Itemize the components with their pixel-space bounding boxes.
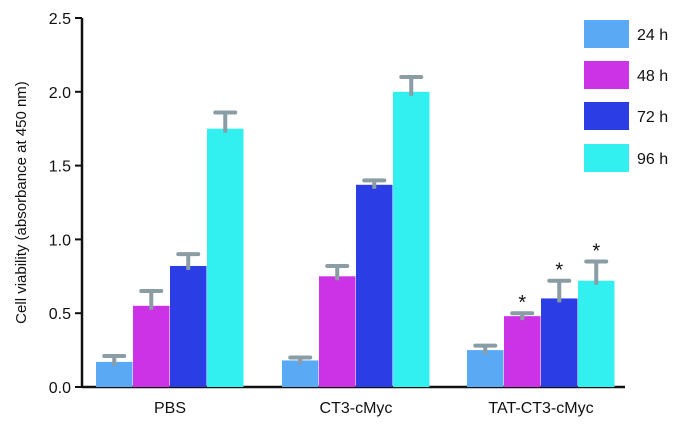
legend-label: 24 h xyxy=(637,27,668,44)
x-axis-ticks: PBS CT3-cMyc TAT-CT3-cMyc xyxy=(154,400,594,417)
bar xyxy=(170,265,207,387)
y-tick-label: 0.0 xyxy=(49,380,71,397)
bar xyxy=(578,280,615,387)
x-category-label: CT3-cMyc xyxy=(320,400,393,417)
legend-swatch xyxy=(584,20,629,48)
bar xyxy=(96,361,133,387)
y-tick-label: 2.5 xyxy=(49,11,71,28)
bar xyxy=(356,184,393,387)
legend-swatch xyxy=(584,144,629,172)
legend-label: 48 h xyxy=(637,68,668,85)
y-axis-ticks: 0.0 0.5 1.0 1.5 2.0 2.5 xyxy=(49,11,82,397)
significance-marker: * xyxy=(592,241,600,263)
bar xyxy=(319,276,356,387)
significance-marker: * xyxy=(518,292,526,314)
y-axis-label: Cell viability (absorbance at 450 nm) xyxy=(13,81,30,324)
legend-label: 96 h xyxy=(637,151,668,168)
bar xyxy=(541,298,578,387)
bar xyxy=(393,91,430,388)
bar xyxy=(133,305,170,387)
y-tick-label: 0.5 xyxy=(49,306,71,323)
bar xyxy=(504,316,541,387)
bars-group: * * * xyxy=(96,75,615,388)
x-category-label: TAT-CT3-cMyc xyxy=(488,400,593,417)
legend-swatch xyxy=(584,61,629,89)
bar xyxy=(282,360,319,387)
legend: 24 h 48 h 72 h 96 h xyxy=(584,20,668,172)
y-tick-label: 1.0 xyxy=(49,232,71,249)
x-category-label: PBS xyxy=(154,400,186,417)
legend-label: 72 h xyxy=(637,109,668,126)
significance-marker: * xyxy=(555,260,563,282)
bar xyxy=(467,350,504,387)
bar xyxy=(207,128,244,387)
legend-swatch xyxy=(584,102,629,130)
y-tick-label: 1.5 xyxy=(49,159,71,176)
y-tick-label: 2.0 xyxy=(49,85,71,102)
